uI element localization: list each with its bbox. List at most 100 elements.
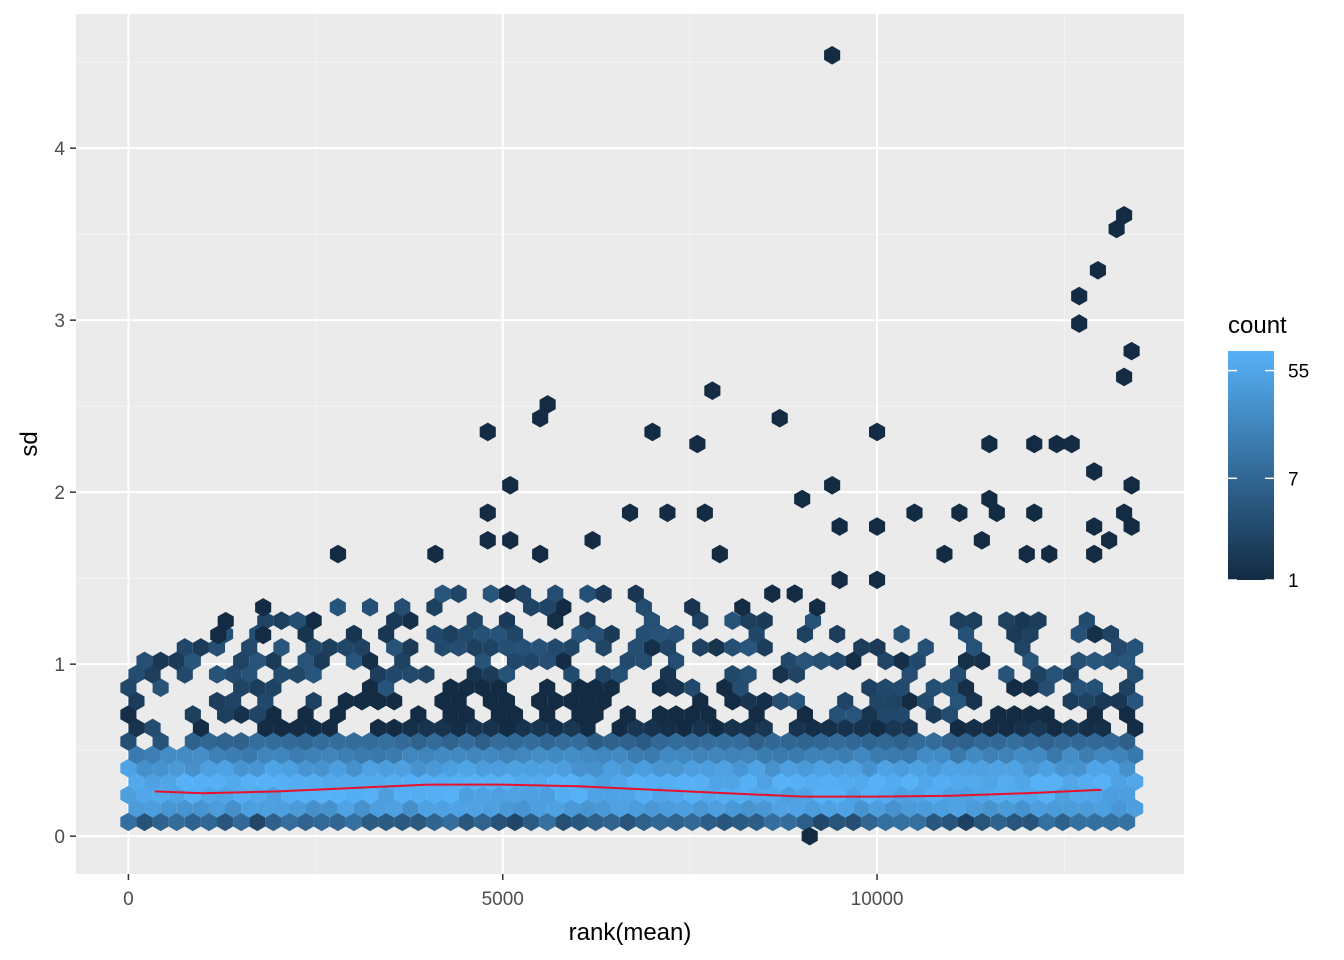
hex-bin [176,745,193,765]
hex-bin [1014,799,1031,818]
hex-bin [974,651,991,671]
hex-bin [974,732,991,751]
hex-bin [949,799,967,818]
hex-bin [1127,665,1144,684]
hex-bin [386,665,403,684]
hex-bin [1054,758,1071,778]
hex-bin [732,785,749,805]
hex-bin [1123,475,1140,495]
hex-bin [829,624,846,644]
hex-bin [1127,638,1144,657]
hex-bin [1101,531,1118,550]
hex-bin [853,718,870,738]
hex-bin [361,651,379,671]
hex-bin [176,638,193,657]
hex-bin [651,705,669,724]
hex-bin [853,772,870,791]
hex-bin [1116,205,1133,225]
hex-bin [474,624,491,644]
hex-bin [265,812,282,832]
hex-bin [1030,718,1047,738]
hex-bin [474,651,491,671]
hex-bin [418,665,435,684]
hex-bin [273,718,290,738]
hex-bin [394,785,411,805]
hex-bin [128,718,145,738]
hex-bin [772,665,789,684]
hex-bin [579,718,596,738]
hex-bin [1094,772,1111,791]
hex-bin [1048,434,1065,454]
hex-bin [1022,705,1039,724]
hex-bin [426,624,443,644]
hex-bin [853,745,870,765]
hex-bin [845,732,862,751]
hex-bin [255,625,272,645]
hex-bin [756,718,773,738]
hex-bin [595,799,612,818]
hex-bin [539,785,556,805]
hex-bin [466,772,483,791]
hex-bin [644,422,661,442]
hex-bin [869,799,886,818]
hex-bin [498,638,515,657]
hex-bin [1046,665,1063,684]
hex-bin [957,651,975,671]
hex-bin [427,544,444,564]
hex-bin [257,799,274,818]
hex-bin [345,732,362,751]
hex-bin [136,758,153,778]
hex-bin [249,812,266,832]
hex-bin [249,705,266,724]
hex-bin [732,678,749,698]
hex-bin [410,705,427,724]
hex-bin [1038,758,1055,778]
hex-bin [225,772,242,791]
hex-bin [1070,732,1087,751]
hex-bin [619,785,636,805]
hex-bin [748,705,765,724]
hex-bin [217,785,234,805]
hex-bin [1094,691,1111,711]
hex-bin [885,799,902,818]
hex-bin [345,624,362,644]
hex-bin [1102,758,1120,778]
hex-bin [345,651,362,671]
hex-bin [1030,772,1047,791]
hex-bin [144,772,161,791]
hex-bin [257,691,274,711]
hex-bin [696,503,713,523]
hex-bin [619,651,636,671]
hex-bin [1123,341,1140,361]
hex-bin [539,678,556,698]
hex-bin [982,718,999,738]
hex-bin [297,651,314,671]
y-tick-label: 0 [54,827,65,848]
hex-bin [305,638,322,657]
hex-bin [571,705,588,724]
hex-bin [579,691,596,711]
hex-bin [144,718,161,738]
hex-bin [128,799,145,818]
hex-bin [1127,691,1144,711]
hex-bin [692,718,709,738]
hex-bin [1014,718,1031,738]
hex-bin [909,785,926,805]
hex-bin [152,758,169,778]
hex-bin [611,772,628,791]
hex-bin [933,799,950,818]
hex-bin [555,785,572,805]
hex-bin [627,799,644,818]
hex-bin [1070,812,1087,832]
hex-bin [627,745,644,765]
hex-bin [885,745,902,765]
hex-bin [192,799,209,818]
hex-bin [1006,624,1023,644]
hex-bin [893,785,910,805]
hex-bin [144,745,161,765]
hex-bin [1070,624,1087,644]
x-axis-title: rank(mean) [569,919,692,946]
hex-bin [539,758,556,778]
hex-bin [152,785,169,805]
hex-bin [711,544,728,564]
